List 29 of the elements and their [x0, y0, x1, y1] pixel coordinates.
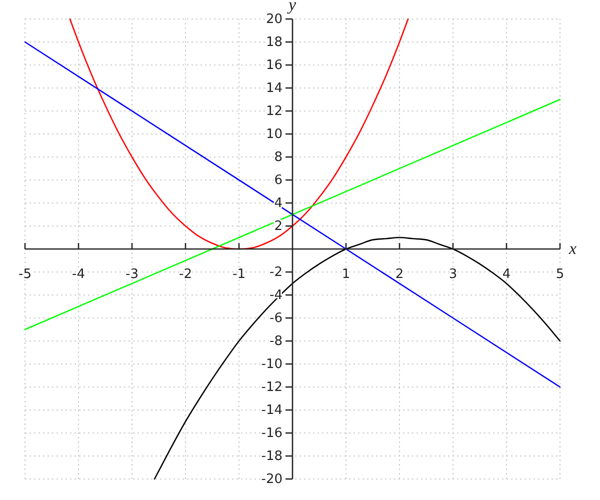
- y-tick-label: -10: [261, 357, 282, 372]
- y-tick-label: 10: [266, 127, 282, 142]
- x-tick-label: -4: [72, 267, 85, 282]
- y-tick-label: -14: [261, 403, 282, 418]
- y-tick-label: -16: [261, 426, 282, 442]
- x-tick-label: 3: [448, 267, 458, 282]
- y-tick-label: -8: [270, 334, 282, 350]
- x-tick-label: 4: [502, 267, 511, 282]
- x-tick-label: -2: [179, 267, 192, 282]
- y-tick-label: 16: [266, 58, 282, 74]
- y-axis-title: y: [286, 0, 296, 14]
- x-tick-label: -3: [126, 267, 138, 282]
- y-tick-label: -20: [261, 472, 282, 488]
- y-tick-label: 14: [266, 81, 282, 96]
- y-tick-label: 2: [274, 219, 282, 234]
- y-tick-label: 20: [266, 12, 282, 28]
- y-tick-label: -6: [270, 311, 282, 326]
- x-tick-label: 2: [395, 267, 404, 282]
- x-tick-label: -5: [18, 267, 32, 282]
- y-tick-label: -18: [261, 449, 282, 464]
- x-tick-label: 1: [342, 267, 350, 282]
- y-tick-label: -12: [261, 380, 282, 396]
- y-tick-label: 12: [266, 104, 282, 120]
- x-axis-title: x: [568, 239, 577, 258]
- x-tick-label: -1: [232, 267, 246, 282]
- y-tick-label: 18: [266, 35, 282, 50]
- y-tick-label: 6: [274, 173, 282, 188]
- x-tick-label: 5: [556, 267, 564, 282]
- y-tick-label: 8: [274, 150, 282, 166]
